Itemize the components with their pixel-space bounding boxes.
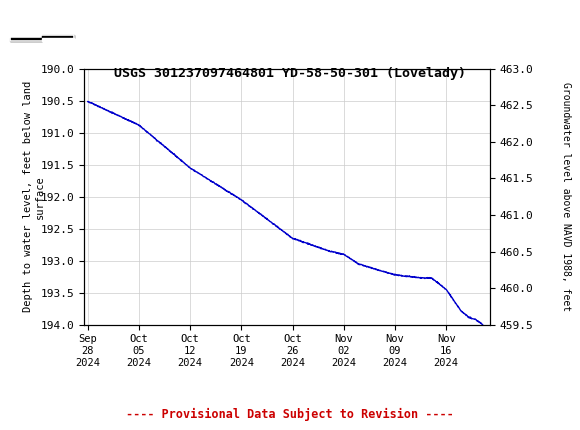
Y-axis label: Depth to water level, feet below land
surface: Depth to water level, feet below land su… xyxy=(23,81,45,312)
Bar xyxy=(42,38,74,40)
Text: Groundwater level above NAVD 1988, feet: Groundwater level above NAVD 1988, feet xyxy=(561,82,571,311)
Bar xyxy=(10,35,42,38)
Text: ---- Provisional Data Subject to Revision ----: ---- Provisional Data Subject to Revisio… xyxy=(126,408,454,421)
Bar xyxy=(10,35,74,40)
Text: USGS 301237097464801 YD-58-50-301 (Lovelady): USGS 301237097464801 YD-58-50-301 (Lovel… xyxy=(114,67,466,80)
Bar xyxy=(10,38,42,40)
Bar xyxy=(42,35,74,38)
Text: USGS: USGS xyxy=(78,15,125,34)
